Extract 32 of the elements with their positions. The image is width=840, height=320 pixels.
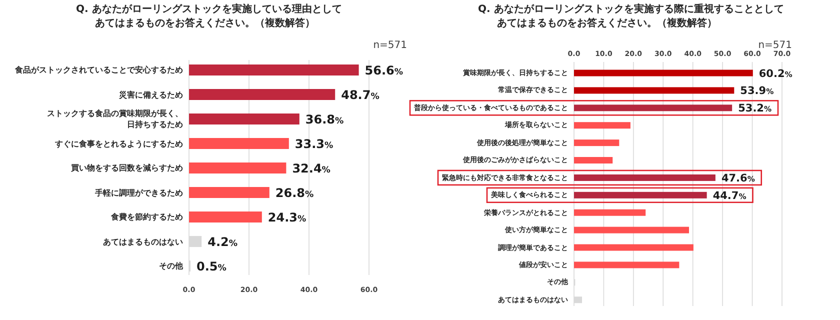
bar — [574, 174, 716, 181]
bar — [189, 114, 300, 124]
bar — [574, 70, 753, 76]
data-label: 48.7% — [341, 88, 380, 102]
data-label: 26.8% — [275, 186, 314, 200]
bar — [574, 87, 734, 94]
data-label: 0.5% — [196, 259, 227, 274]
bar — [574, 104, 732, 112]
bar — [189, 212, 262, 222]
bar — [574, 262, 680, 268]
bar — [574, 209, 646, 216]
chart-subtitle: n=571 — [758, 40, 792, 51]
data-label: 24.3% — [268, 210, 307, 224]
chart-title: Q. あなたがローリングストックを実施する際に重視することとしてあてはまるものをお答えください。（複数解答） — [478, 3, 785, 31]
data-label: 4.2% — [208, 234, 238, 249]
chart-title: Q. あなたがローリングストックを実施している理由としてあてはまるものをお答えください。（複数解答） — [76, 3, 343, 31]
bar — [189, 138, 289, 149]
bar — [574, 226, 689, 234]
bar — [574, 244, 694, 251]
data-label: 36.8% — [305, 112, 344, 126]
bar — [574, 157, 613, 164]
bar — [574, 140, 620, 146]
text: n=571 — [373, 40, 407, 51]
bar — [189, 89, 336, 100]
data-label: 32.4% — [292, 161, 331, 176]
bar — [189, 187, 270, 198]
bar — [574, 192, 707, 198]
data-label: 56.6% — [364, 63, 404, 78]
bar — [189, 64, 359, 76]
data-label: 33.3% — [294, 136, 334, 151]
bar — [574, 122, 630, 129]
bar — [189, 162, 286, 174]
